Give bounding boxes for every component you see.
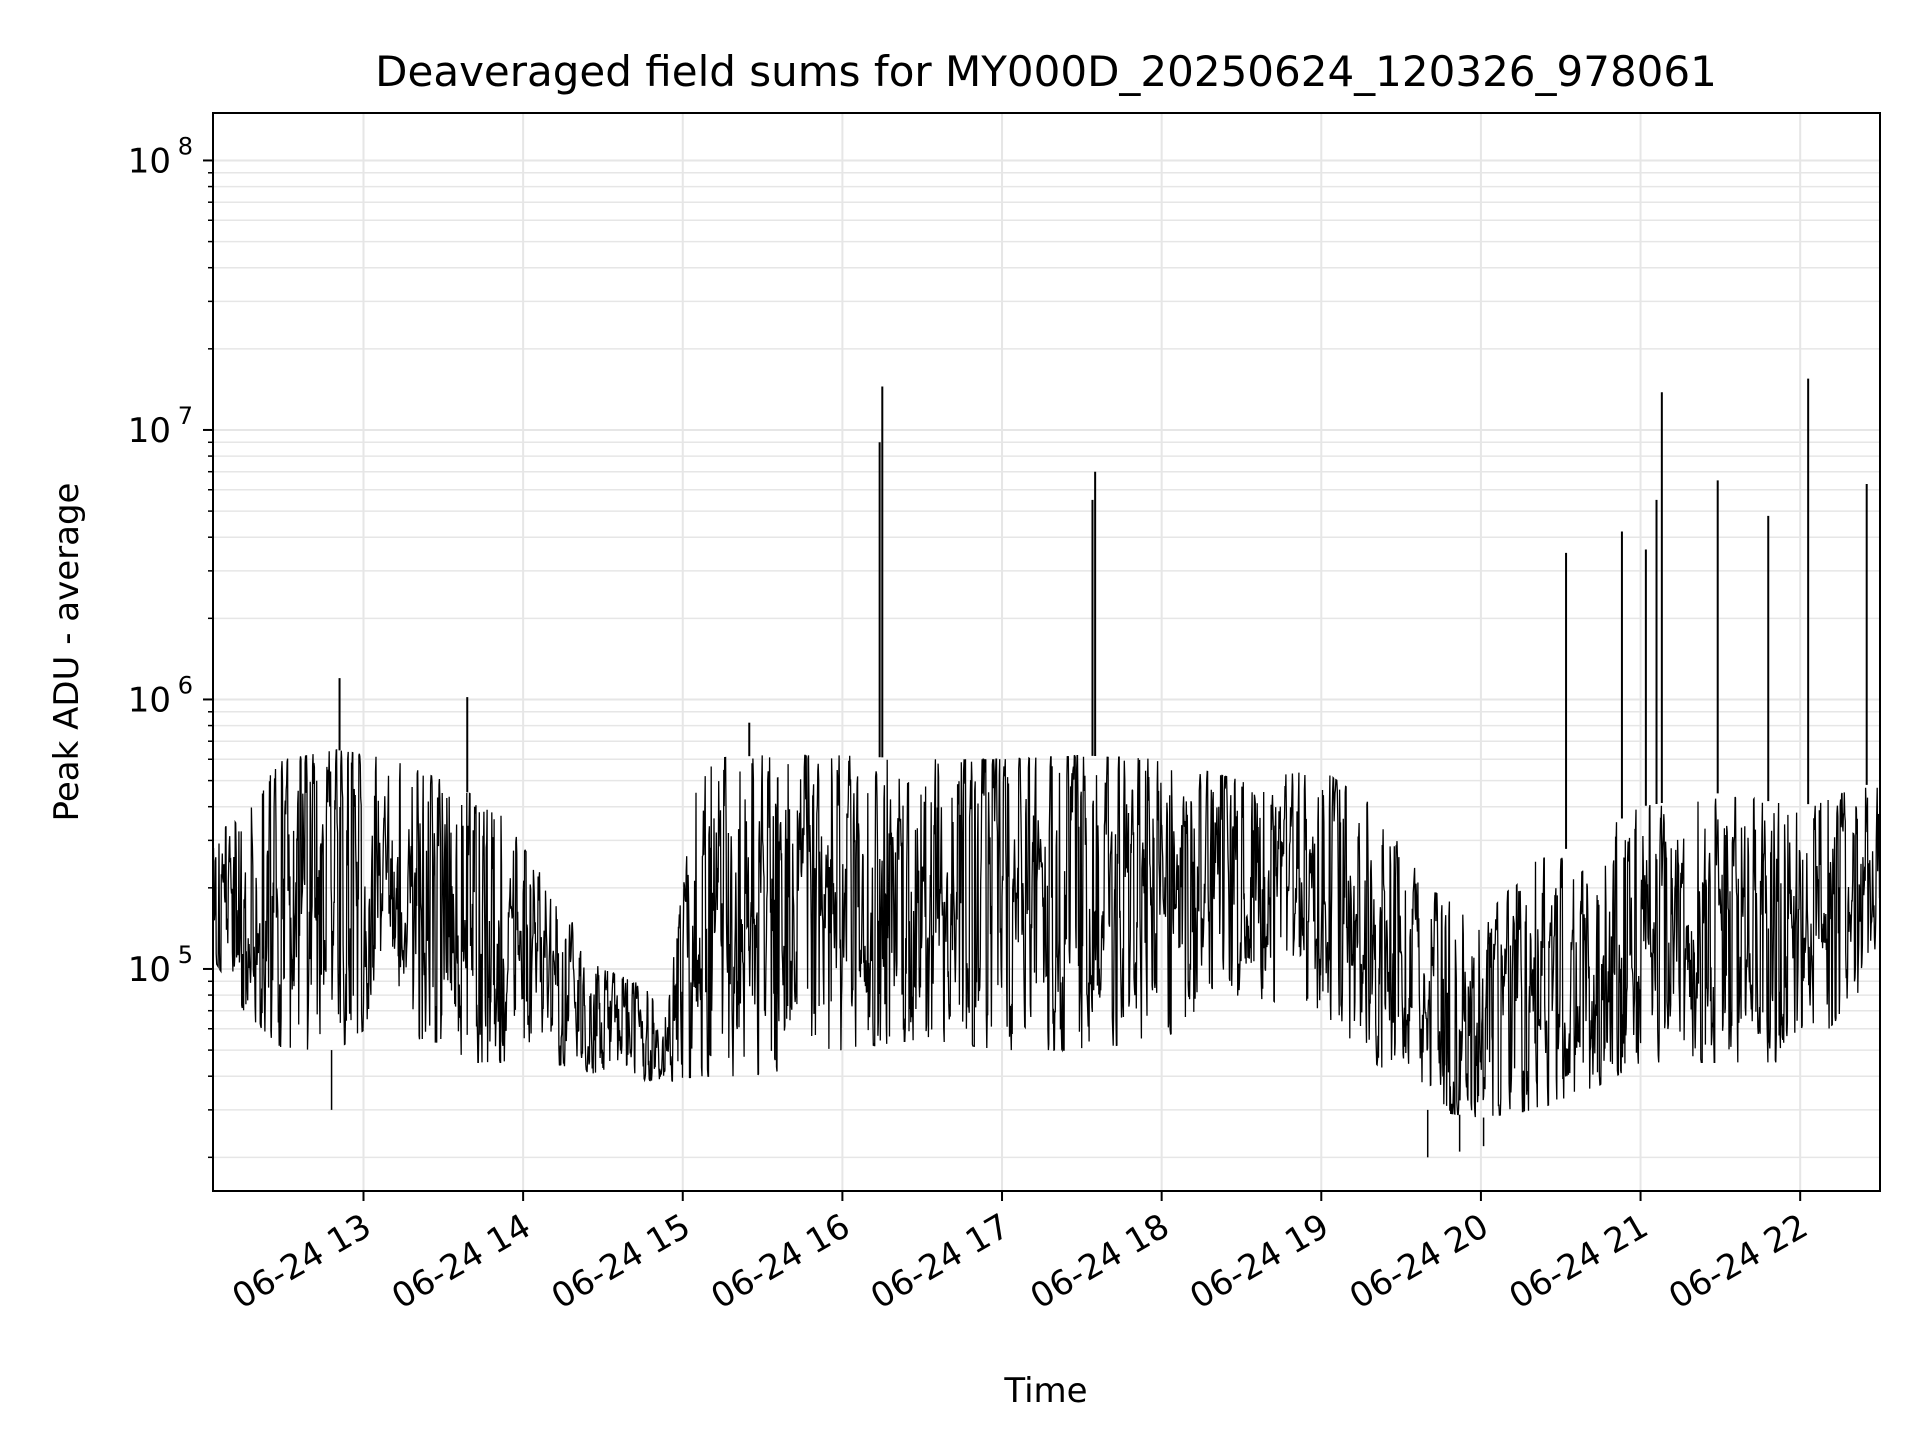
y-tick-exponent: 5 bbox=[178, 941, 193, 969]
y-tick-base: 10 bbox=[128, 680, 171, 720]
y-tick-base: 10 bbox=[128, 411, 171, 451]
y-tick-label: 10 bbox=[128, 411, 171, 451]
series-peak-adu bbox=[212, 378, 1881, 1158]
y-tick-base: 10 bbox=[128, 950, 171, 990]
y-tick-exponent: 6 bbox=[178, 671, 193, 699]
y-tick-label: 10 bbox=[128, 141, 171, 181]
y-tick-label: 10 bbox=[128, 680, 171, 720]
chart-title: Deaveraged field sums for MY000D_2025062… bbox=[375, 47, 1717, 96]
series-line bbox=[212, 749, 1881, 1118]
y-axis-label: Peak ADU - average bbox=[47, 483, 87, 822]
x-axis-label: Time bbox=[1003, 1371, 1087, 1411]
y-tick-exponent: 7 bbox=[178, 402, 193, 430]
y-tick-exponent: 8 bbox=[178, 132, 193, 160]
plot-frame bbox=[212, 112, 1881, 1192]
y-tick-base: 10 bbox=[128, 141, 171, 181]
y-tick-label: 10 bbox=[128, 950, 171, 990]
